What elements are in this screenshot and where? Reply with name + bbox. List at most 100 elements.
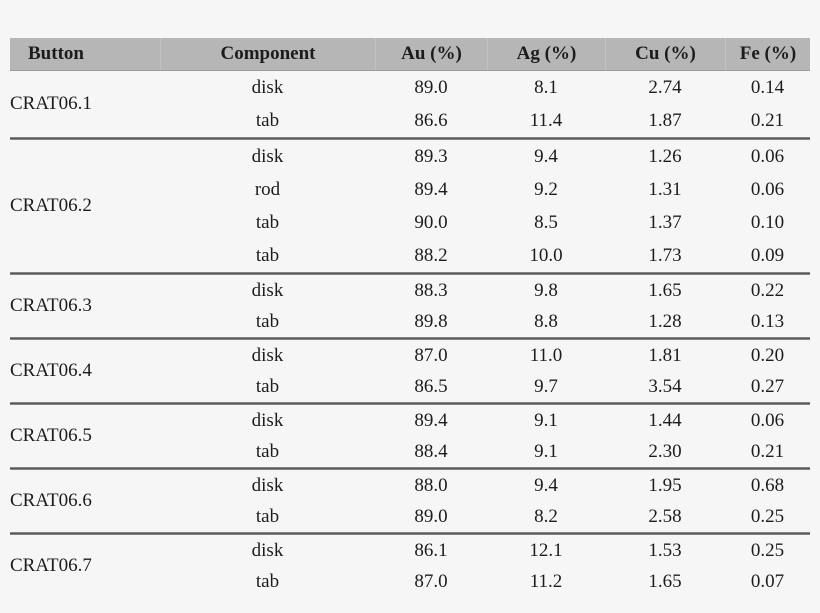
- ag-cell: 8.8: [534, 310, 558, 332]
- fe-cell: 0.20: [750, 344, 785, 366]
- cu-cell: 1.73: [648, 244, 682, 266]
- table-row: rod 89.4 9.2 1.31 0.06: [160, 173, 810, 206]
- ag-cell: 9.4: [534, 145, 558, 167]
- cu-cell: 1.31: [648, 178, 682, 200]
- component-cell: tab: [255, 440, 280, 462]
- au-cell: 87.0: [414, 344, 448, 366]
- group-divider: [10, 467, 810, 470]
- button-id-label: CRAT06.7: [10, 555, 92, 576]
- fe-cell: 0.68: [750, 474, 785, 496]
- component-cell: disk: [251, 344, 284, 366]
- ag-cell: 10.0: [529, 244, 563, 266]
- ag-cell: 9.1: [534, 440, 558, 462]
- au-cell: 89.8: [414, 310, 448, 332]
- table-row: disk 87.0 11.0 1.81 0.20: [160, 340, 810, 371]
- au-cell: 88.3: [414, 279, 448, 301]
- column-header-component: Component: [160, 38, 375, 70]
- fe-cell: 0.06: [750, 178, 785, 200]
- group-divider: [10, 532, 810, 535]
- table-row: disk 89.4 9.1 1.44 0.06: [160, 405, 810, 436]
- fe-cell: 0.25: [750, 505, 785, 527]
- component-cell: tab: [255, 109, 280, 131]
- cu-cell: 1.87: [648, 109, 682, 131]
- ag-cell: 9.2: [534, 178, 558, 200]
- table-row: tab 89.8 8.8 1.28 0.13: [160, 306, 810, 337]
- table-row: disk 86.1 12.1 1.53 0.25: [160, 535, 810, 566]
- component-cell: tab: [255, 244, 280, 266]
- column-header-fe: Fe (%): [725, 38, 810, 70]
- table-body: CRAT06.1 disk 89.0 8.1 2.74 0.14 tab 86.6 11.4 1.…: [10, 71, 810, 597]
- ag-cell: 8.5: [534, 211, 558, 233]
- cu-cell: 1.65: [648, 570, 682, 592]
- fe-cell: 0.22: [750, 279, 785, 301]
- ag-cell: 9.8: [534, 279, 558, 301]
- group-divider: [10, 402, 810, 405]
- au-cell: 86.5: [414, 375, 448, 397]
- component-cell: disk: [251, 279, 284, 301]
- group-rows: disk 88.0 9.4 1.95 0.68 tab 89.0 8.2 2.58 0.25: [160, 470, 810, 532]
- fe-cell: 0.10: [750, 211, 785, 233]
- ag-cell: 11.0: [529, 344, 563, 366]
- table-row: tab 88.4 9.1 2.30 0.21: [160, 436, 810, 467]
- cu-cell: 1.65: [648, 279, 682, 301]
- component-cell: tab: [255, 505, 280, 527]
- cu-cell: 2.74: [648, 76, 682, 98]
- fe-cell: 0.06: [750, 409, 785, 431]
- fe-cell: 0.25: [750, 539, 785, 561]
- group-divider: [10, 137, 810, 140]
- table-row: tab 87.0 11.2 1.65 0.07: [160, 566, 810, 597]
- component-cell: disk: [251, 539, 284, 561]
- group-rows: disk 87.0 11.0 1.81 0.20 tab 86.5 9.7 3.54 0.27: [160, 340, 810, 402]
- cu-cell: 1.26: [648, 145, 682, 167]
- group-rows: disk 86.1 12.1 1.53 0.25 tab 87.0 11.2 1.65 0.07: [160, 535, 810, 597]
- group-rows: disk 89.3 9.4 1.26 0.06 rod 89.4 9.2 1.31 0.06 tab…: [160, 140, 810, 272]
- ag-cell: 9.4: [534, 474, 558, 496]
- cu-cell: 1.81: [648, 344, 682, 366]
- component-cell: tab: [255, 310, 280, 332]
- group-rows: disk 89.4 9.1 1.44 0.06 tab 88.4 9.1 2.30 0.21: [160, 405, 810, 467]
- cu-cell: 1.53: [648, 539, 682, 561]
- alloy-composition-table: Button Component Au (%) Ag (%) Cu (%) Fe…: [10, 38, 810, 597]
- group-divider: [10, 272, 810, 275]
- group-rows: disk 89.0 8.1 2.74 0.14 tab 86.6 11.4 1.87 0.21: [160, 71, 810, 137]
- cu-cell: 1.28: [648, 310, 682, 332]
- component-cell: disk: [251, 409, 284, 431]
- button-id-label: CRAT06.2: [10, 195, 92, 216]
- button-group: CRAT06.7 disk 86.1 12.1 1.53 0.25 tab 87.0 11.2 1…: [10, 535, 810, 597]
- table-row: tab 88.2 10.0 1.73 0.09: [160, 239, 810, 272]
- table-row: tab 89.0 8.2 2.58 0.25: [160, 501, 810, 532]
- component-cell: rod: [254, 178, 281, 200]
- fe-cell: 0.21: [750, 109, 785, 131]
- group-divider: [10, 337, 810, 340]
- ag-cell: 9.1: [534, 409, 558, 431]
- button-id-label: CRAT06.4: [10, 360, 92, 381]
- au-cell: 89.0: [414, 505, 448, 527]
- cu-cell: 1.95: [648, 474, 682, 496]
- table-row: disk 89.0 8.1 2.74 0.14: [160, 71, 810, 104]
- component-cell: tab: [255, 211, 280, 233]
- button-group: CRAT06.3 disk 88.3 9.8 1.65 0.22 tab 89.8 8.8 1.2…: [10, 275, 810, 337]
- au-cell: 89.3: [414, 145, 448, 167]
- fe-cell: 0.09: [750, 244, 785, 266]
- button-group: CRAT06.4 disk 87.0 11.0 1.81 0.20 tab 86.5 9.7 3.…: [10, 340, 810, 402]
- button-group: CRAT06.5 disk 89.4 9.1 1.44 0.06 tab 88.4 9.1 2.3…: [10, 405, 810, 467]
- cu-cell: 2.58: [648, 505, 682, 527]
- au-cell: 88.2: [414, 244, 448, 266]
- table-row: tab 86.5 9.7 3.54 0.27: [160, 371, 810, 402]
- fe-cell: 0.13: [750, 310, 785, 332]
- ag-cell: 8.1: [534, 76, 558, 98]
- button-group: CRAT06.1 disk 89.0 8.1 2.74 0.14 tab 86.6 11.4 1.…: [10, 71, 810, 137]
- button-group: CRAT06.2 disk 89.3 9.4 1.26 0.06 rod 89.4 9.2 1.3…: [10, 140, 810, 272]
- group-rows: disk 88.3 9.8 1.65 0.22 tab 89.8 8.8 1.28 0.13: [160, 275, 810, 337]
- au-cell: 89.4: [414, 178, 448, 200]
- table-row: tab 90.0 8.5 1.37 0.10: [160, 206, 810, 239]
- table-row: disk 88.0 9.4 1.95 0.68: [160, 470, 810, 501]
- ag-cell: 11.4: [529, 109, 563, 131]
- column-header-button: Button: [28, 43, 84, 64]
- button-id-label: CRAT06.3: [10, 295, 92, 316]
- au-cell: 89.4: [414, 409, 448, 431]
- au-cell: 90.0: [414, 211, 448, 233]
- component-cell: disk: [251, 76, 284, 98]
- fe-cell: 0.07: [750, 570, 785, 592]
